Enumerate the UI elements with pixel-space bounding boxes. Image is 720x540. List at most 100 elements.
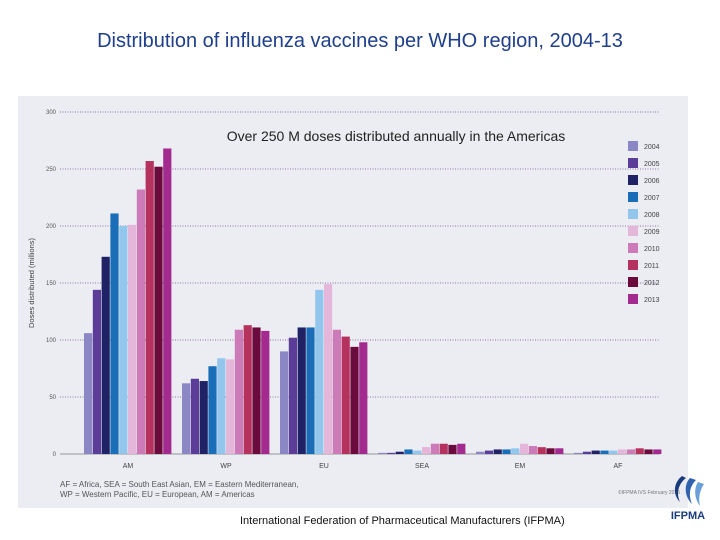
bar <box>430 443 439 454</box>
bar <box>609 450 618 454</box>
bar-chart: 0 50 100 150 200 250 300 Doses distributed (mil… <box>27 110 662 470</box>
bar <box>199 381 208 454</box>
legend-label: 2011 <box>644 263 659 270</box>
legend-swatch <box>628 158 638 168</box>
bar <box>378 452 387 454</box>
bar <box>582 451 591 454</box>
bar <box>306 327 315 454</box>
legend-label: 2012 <box>644 280 660 287</box>
bar <box>92 289 101 454</box>
x-tick-label: EM <box>515 463 526 470</box>
legend-swatch <box>628 277 638 287</box>
legend-swatch <box>628 175 638 185</box>
bar <box>163 148 172 455</box>
bar <box>359 342 368 454</box>
chart-footnote: AF = Africa, SEA = South East Asian, EM … <box>60 480 380 500</box>
legend-label: 2005 <box>644 161 660 168</box>
bar <box>591 450 600 454</box>
chart-title: Over 250 M doses distributed annually in… <box>186 128 606 144</box>
bar <box>618 449 627 454</box>
bar <box>511 448 520 454</box>
legend-swatch <box>628 209 638 219</box>
bar <box>190 378 199 454</box>
y-tick-label: 0 <box>53 452 57 458</box>
bar <box>332 329 341 454</box>
legend-label: 2008 <box>644 212 660 219</box>
bar <box>226 359 235 454</box>
bar <box>448 444 457 454</box>
y-tick-label: 200 <box>46 224 57 230</box>
bar <box>439 443 448 454</box>
legend-swatch <box>628 192 638 202</box>
bar <box>243 325 252 454</box>
copyright-note: ©IFPMA IVS February 2015 <box>617 490 680 496</box>
bar <box>208 366 217 454</box>
bar <box>101 256 110 454</box>
bar <box>110 213 119 454</box>
bar <box>154 166 163 454</box>
bar <box>644 449 653 454</box>
bar <box>404 449 413 454</box>
legend-swatch <box>628 294 638 304</box>
bar <box>136 189 145 454</box>
bar <box>484 450 493 454</box>
x-tick-label: EU <box>319 463 329 470</box>
bar <box>546 448 555 454</box>
bar <box>341 336 350 454</box>
bar <box>493 449 502 454</box>
bar <box>395 451 404 454</box>
bar <box>350 346 359 454</box>
legend-label: 2004 <box>644 144 660 151</box>
bar <box>261 330 270 454</box>
bar <box>128 224 137 454</box>
bar <box>119 226 128 454</box>
legend-swatch <box>628 260 638 270</box>
legend-label: 2006 <box>644 178 660 185</box>
bar <box>297 327 306 454</box>
bar <box>528 446 537 454</box>
x-tick-label: WP <box>220 463 232 470</box>
y-tick-label: 300 <box>46 110 57 116</box>
y-tick-label: 150 <box>46 281 57 287</box>
bar <box>574 452 583 454</box>
y-tick-label: 50 <box>49 395 56 401</box>
legend-swatch <box>628 226 638 236</box>
bar <box>653 449 662 454</box>
legend-label: 2010 <box>644 246 660 253</box>
bar <box>280 351 289 454</box>
bar <box>182 383 191 454</box>
bar <box>457 443 466 454</box>
y-tick-label: 250 <box>46 167 57 173</box>
legend-label: 2007 <box>644 195 660 202</box>
x-tick-label: AF <box>614 463 623 470</box>
legend-swatch <box>628 141 638 151</box>
legend-label: 2009 <box>644 229 660 236</box>
bar <box>422 447 431 454</box>
bar <box>413 450 422 454</box>
bar <box>252 327 261 454</box>
bar <box>537 447 546 454</box>
bar <box>476 451 485 454</box>
x-tick-label: AM <box>123 463 134 470</box>
bar <box>626 449 635 454</box>
ifpma-logo: IFPMA <box>660 472 716 528</box>
ifpma-logo-icon <box>674 476 704 506</box>
bar <box>217 358 226 454</box>
bar <box>324 284 333 454</box>
bar <box>635 448 644 454</box>
legend-label: 2013 <box>644 297 660 304</box>
bar <box>502 449 511 454</box>
bar <box>386 452 395 454</box>
legend-swatch <box>628 243 638 253</box>
bar <box>234 329 243 454</box>
footnote-line: WP = Western Pacific, EU = European, AM … <box>60 490 255 499</box>
footnote-line: AF = Africa, SEA = South East Asian, EM … <box>60 480 299 489</box>
y-tick-label: 100 <box>46 338 57 344</box>
bar <box>315 289 324 454</box>
x-tick-label: SEA <box>415 463 429 470</box>
bar <box>555 448 564 454</box>
bar <box>600 450 609 454</box>
logo-text: IFPMA <box>670 510 706 522</box>
source-credit: International Federation of Pharmaceutic… <box>240 515 565 527</box>
bar <box>288 337 297 454</box>
